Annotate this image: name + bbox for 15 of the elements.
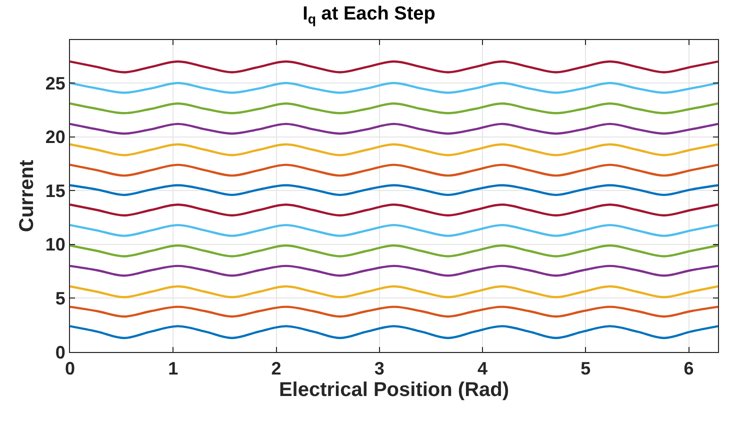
- y-tick-label: 20: [45, 127, 66, 148]
- y-tick-label: 0: [55, 342, 66, 362]
- y-axis-title: Current: [16, 160, 38, 232]
- y-tick-label: 25: [45, 73, 66, 94]
- x-axis-title: Electrical Position (Rad): [278, 379, 510, 402]
- x-tick-label: 2: [271, 358, 282, 379]
- y-tick-label: 10: [45, 234, 66, 255]
- y-tick-label: 5: [55, 288, 66, 309]
- chart-title: I$_{q}$ at Each Step: [302, 4, 436, 27]
- x-tick-label: 1: [168, 358, 178, 379]
- y-tick-label: 15: [45, 180, 66, 201]
- x-tick-label: 3: [374, 358, 384, 379]
- x-tick-label: 5: [580, 358, 591, 379]
- x-tick-label: 6: [684, 358, 694, 379]
- x-tick-label: 4: [478, 358, 488, 379]
